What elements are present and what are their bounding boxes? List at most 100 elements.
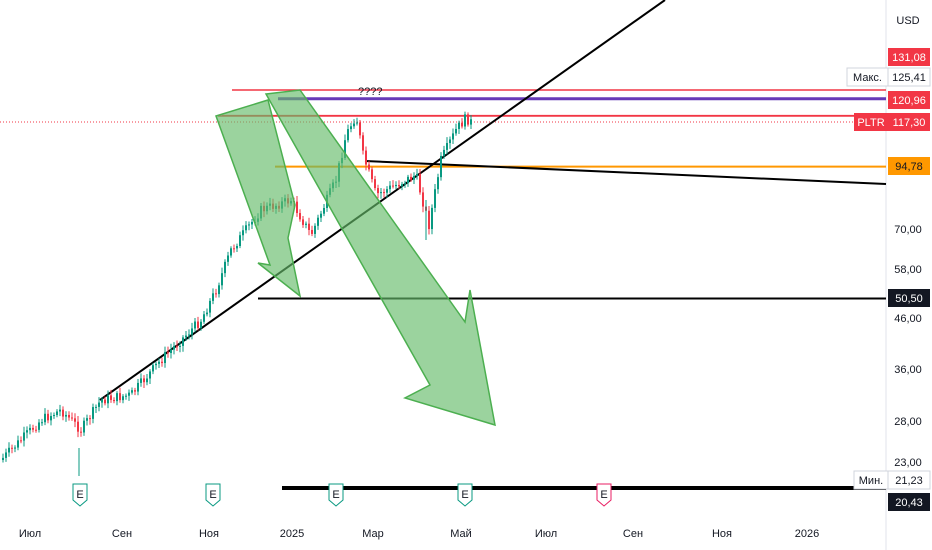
candle-body	[182, 337, 184, 346]
candle-body	[401, 184, 403, 187]
candle-body	[41, 422, 43, 424]
candle-body	[446, 143, 448, 150]
candle-body	[203, 314, 205, 322]
price-tag-orange-value: 94,78	[895, 161, 923, 173]
candle-body	[146, 378, 148, 383]
candle-body	[170, 349, 172, 353]
candle-body	[32, 427, 34, 430]
candle-body	[95, 406, 97, 408]
candle-body	[20, 440, 22, 442]
rising-trendline	[99, 0, 666, 401]
candle-body	[110, 395, 112, 400]
earnings-marker-label: E	[600, 489, 607, 501]
earnings-marker-label: E	[332, 489, 339, 501]
candle-body	[35, 429, 37, 431]
price-tag-top-purple-value: 131,08	[892, 52, 926, 64]
price-tag-last-prefix-box	[854, 113, 888, 131]
y-tick-label: 23,00	[894, 457, 922, 469]
candle-body	[59, 409, 61, 412]
earnings-marker-icon	[596, 483, 612, 507]
candle-body	[398, 184, 400, 187]
candle-body	[365, 150, 367, 165]
candle-body	[347, 129, 349, 141]
candle-body	[161, 361, 163, 364]
candle-body	[17, 440, 19, 448]
candle-body	[179, 345, 181, 347]
candle-body	[233, 248, 235, 250]
y-tick-label: 36,00	[894, 364, 922, 376]
candle-body	[86, 418, 88, 421]
candle-body	[26, 430, 28, 433]
candle-body	[119, 393, 121, 401]
earnings-marker-label: E	[209, 489, 216, 501]
candle-body	[428, 210, 430, 230]
candle-body	[38, 422, 40, 430]
candle-body	[422, 192, 424, 207]
candle-body	[296, 201, 298, 214]
x-tick-label: 2026	[795, 528, 819, 540]
candle-body	[155, 363, 157, 366]
candle-body	[311, 229, 313, 234]
candle-body	[302, 219, 304, 225]
candle-body	[212, 293, 214, 301]
candle-body	[206, 312, 208, 315]
price-tag-max-value: 125,41	[892, 72, 926, 84]
candle-body	[443, 149, 445, 156]
candle-body	[89, 418, 91, 420]
candle-body	[122, 396, 124, 401]
candle-body	[143, 378, 145, 383]
candle-body	[164, 352, 166, 364]
price-tag-max-prefix: Макс.	[853, 72, 882, 84]
candle-body	[467, 114, 469, 125]
candle-body	[455, 128, 457, 134]
candle-body	[191, 328, 193, 335]
candle-body	[8, 447, 10, 453]
candle-body	[407, 176, 409, 184]
candle-body	[389, 185, 391, 190]
x-tick-label: Ноя	[712, 528, 732, 540]
candle-body	[242, 230, 244, 236]
candle-body	[23, 432, 25, 441]
candle-body	[380, 192, 382, 194]
candle-body	[125, 395, 127, 397]
candle-body	[131, 390, 133, 393]
x-tick-label: Мар	[362, 528, 384, 540]
candle-body	[416, 174, 418, 176]
earnings-marker-icon	[457, 483, 473, 507]
candle-body	[227, 255, 229, 262]
price-tag-last	[888, 113, 930, 131]
candle-body	[314, 225, 316, 234]
candle-body	[44, 413, 46, 423]
candle-body	[377, 188, 379, 194]
candle-body	[386, 189, 388, 193]
candle-body	[299, 213, 301, 220]
earnings-marker-label: E	[76, 489, 83, 501]
candle-body	[359, 122, 361, 136]
candle-body	[239, 235, 241, 247]
x-tick-label: Сен	[623, 528, 643, 540]
candle-body	[116, 393, 118, 402]
candle-body	[452, 133, 454, 140]
candle-body	[383, 192, 385, 194]
candle-body	[77, 421, 79, 432]
price-tag-max-prefix-box	[846, 67, 889, 87]
candle-body	[167, 352, 169, 354]
candle-body	[47, 413, 49, 421]
earnings-marker-icon	[72, 483, 88, 507]
candle-body	[53, 415, 55, 417]
candle-body	[185, 335, 187, 338]
candle-body	[470, 119, 472, 125]
candle-body	[395, 184, 397, 187]
question-annotation: ????	[358, 86, 382, 98]
candle-body	[209, 300, 211, 313]
x-tick-label: Июл	[19, 528, 41, 540]
price-tag-min-prefix: Мин.	[859, 475, 883, 487]
candle-body	[65, 414, 67, 417]
candle-body	[2, 457, 4, 460]
candle-body	[5, 452, 7, 458]
candle-body	[245, 225, 247, 231]
price-tag-bottom	[888, 493, 930, 511]
candle-body	[218, 285, 220, 295]
candle-body	[251, 221, 253, 225]
